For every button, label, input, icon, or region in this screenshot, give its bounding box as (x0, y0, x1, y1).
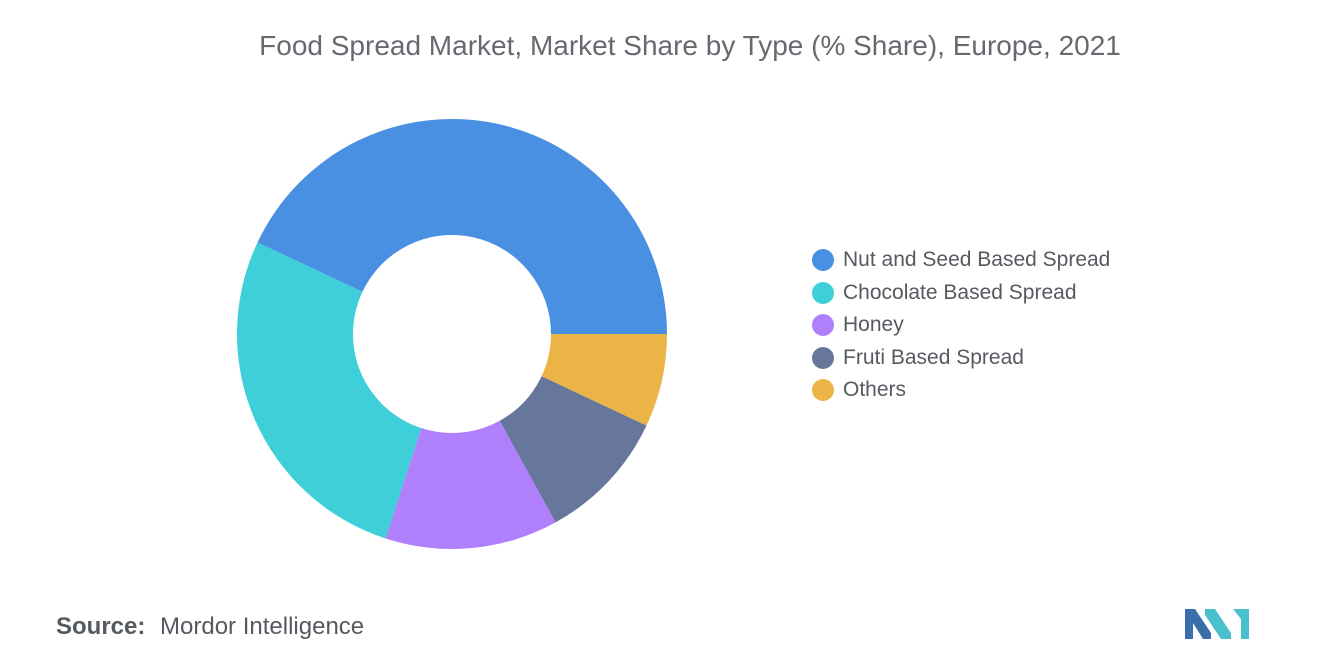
donut-slices (236, 119, 667, 550)
logo-right-shape (1225, 609, 1249, 639)
logo-left-shape (1185, 609, 1211, 639)
legend-swatch (812, 249, 834, 272)
donut-slice-nut-and-seed-based-spread (257, 119, 667, 334)
source-label: Source: (56, 613, 146, 640)
logo-middle-shape (1205, 609, 1231, 639)
chart-legend: Nut and Seed Based Spread Chocolate Based… (812, 244, 1110, 407)
source-text: Mordor Intelligence (160, 613, 365, 640)
source-note: Source: Mordor Intelligence (56, 613, 364, 641)
legend-swatch (812, 314, 834, 337)
donut-slice-others (541, 334, 667, 426)
legend-swatch (812, 281, 834, 304)
legend-item: Chocolate Based Spread (812, 277, 1110, 310)
mordor-intelligence-logo-icon (1185, 609, 1249, 639)
donut-slice-chocolate-based-spread (236, 242, 422, 539)
donut-slice-honey (385, 420, 556, 550)
legend-label: Chocolate Based Spread (843, 280, 1077, 304)
legend-label: Nut and Seed Based Spread (843, 248, 1111, 272)
legend-item: Nut and Seed Based Spread (812, 244, 1110, 277)
legend-label: Others (843, 378, 907, 402)
legend-item: Others (812, 374, 1110, 407)
legend-swatch (812, 379, 834, 402)
legend-item: Honey (812, 309, 1110, 342)
legend-item: Fruti Based Spread (812, 342, 1110, 375)
chart-title: Food Spread Market, Market Share by Type… (259, 30, 1121, 61)
legend-label: Honey (843, 313, 904, 337)
donut-slice-fruti-based-spread (499, 376, 647, 523)
legend-swatch (812, 346, 834, 369)
legend-label: Fruti Based Spread (843, 345, 1024, 369)
